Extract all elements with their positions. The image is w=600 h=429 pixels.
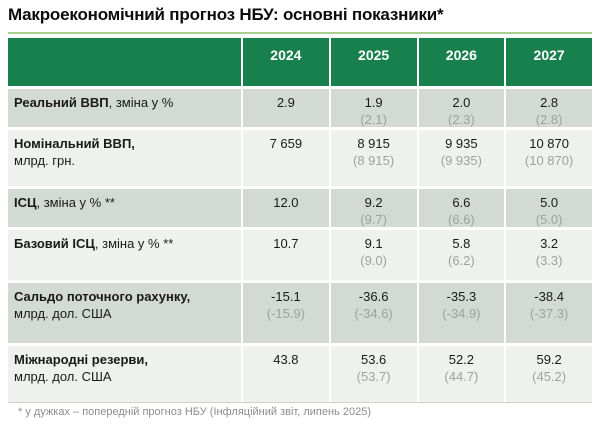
row-label-line2: млрд. грн.	[14, 153, 76, 168]
cell-value: 6.6	[452, 195, 471, 210]
cell-value: 1.9	[364, 95, 383, 110]
cell-value: -15.1	[271, 289, 301, 304]
row-label-tail: , зміна у %	[108, 95, 174, 110]
cell-value: -38.4	[534, 289, 564, 304]
table-cell-2027: -38.4 (-37.3)	[506, 283, 592, 343]
cell-previous-forecast: (5.0)	[535, 212, 563, 227]
cell-value: 3.2	[540, 236, 559, 251]
cell-previous-forecast: (6.6)	[448, 212, 475, 227]
cell-previous-forecast: (6.2)	[448, 253, 475, 268]
row-label-line2: млрд. дол. США	[14, 306, 112, 321]
cell-value: 2.8	[540, 95, 559, 110]
cell-value: 8 915	[357, 136, 390, 151]
table-cell-2024: 7 659	[243, 130, 329, 186]
column-header-2025: 2025	[330, 38, 417, 86]
cell-value: 5.0	[540, 195, 559, 210]
row-label-bold: Реальний ВВП	[14, 95, 109, 110]
row-label: Сальдо поточного рахунку, млрд. дол. США	[8, 283, 241, 343]
cell-previous-forecast: (2.8)	[535, 112, 563, 127]
cell-value: 5.8	[452, 236, 471, 251]
row-label: Базовий ІСЦ, зміна у % **	[8, 230, 241, 280]
cell-value: 2.9	[276, 95, 295, 110]
cell-previous-forecast: (53.7)	[356, 369, 391, 384]
cell-previous-forecast: (9 935)	[440, 153, 482, 168]
cell-value: 9.2	[364, 195, 383, 210]
row-label: Реальний ВВП, зміна у %	[8, 89, 241, 127]
cell-value: 2.0	[452, 95, 471, 110]
row-label-tail: , зміна у % **	[36, 195, 115, 210]
cell-value: 9 935	[445, 136, 478, 151]
cell-value: 7 659	[269, 136, 303, 151]
row-label: Номінальний ВВП, млрд. грн.	[8, 130, 241, 186]
table-cell-2024: 10.7	[243, 230, 329, 280]
row-label-line2: млрд. дол. США	[14, 369, 112, 384]
table-cell-2026: 9 935 (9 935)	[418, 130, 505, 186]
table-cell-2025: 1.9 (2.1)	[330, 89, 417, 127]
table-bottom-edge	[8, 402, 592, 403]
row-label-bold: Базовий ІСЦ	[14, 236, 95, 251]
table-cell-2025: 9.1 (9.0)	[330, 230, 417, 280]
cell-value: 12.0	[273, 195, 299, 210]
table-cell-2027: 10 870 (10 870)	[506, 130, 592, 186]
column-header-2024: 2024	[243, 38, 329, 86]
cell-previous-forecast: (8 915)	[353, 153, 395, 168]
cell-previous-forecast: (10 870)	[524, 153, 574, 168]
table-cell-2025: 8 915 (8 915)	[330, 130, 417, 186]
cell-value: 10 870	[529, 136, 569, 151]
forecast-table: 2024 2025 2026 2027 Реальний ВВП, зміна у % 2…	[8, 38, 592, 402]
cell-previous-forecast: (-34.9)	[442, 306, 481, 321]
row-label-bold: Міжнародні резерви,	[14, 352, 149, 367]
cell-previous-forecast: (9.7)	[360, 212, 387, 227]
table-cell-2027: 2.8 (2.8)	[506, 89, 592, 127]
table-cell-2026: 52.2 (44.7)	[418, 346, 505, 402]
cell-previous-forecast: (44.7)	[444, 369, 479, 384]
table-cell-2024: 43.8	[243, 346, 329, 402]
table-cell-2027: 59.2 (45.2)	[506, 346, 592, 402]
table-cell-2026: 6.6 (6.6)	[418, 189, 505, 227]
cell-value: 59.2	[536, 352, 562, 367]
cell-previous-forecast: (9.0)	[360, 253, 387, 268]
cell-value: -35.3	[446, 289, 477, 304]
title-underline	[8, 32, 592, 34]
table-cell-2024: 2.9	[243, 89, 329, 127]
row-label-bold: Сальдо поточного рахунку,	[14, 289, 191, 304]
table-cell-2024: -15.1 (-15.9)	[243, 283, 329, 343]
cell-previous-forecast: (-37.3)	[529, 306, 569, 321]
table-cell-2025: 9.2 (9.7)	[330, 189, 417, 227]
table-cell-2025: -36.6 (-34.6)	[330, 283, 417, 343]
row-label: Міжнародні резерви, млрд. дол. США	[8, 346, 241, 402]
table-cell-2026: -35.3 (-34.9)	[418, 283, 505, 343]
cell-previous-forecast: (2.3)	[448, 112, 475, 127]
footnote: * у дужках – попередній прогноз НБУ (Інф…	[18, 406, 371, 418]
table-cell-2027: 5.0 (5.0)	[506, 189, 592, 227]
row-label: ІСЦ, зміна у % **	[8, 189, 241, 227]
column-header-2026: 2026	[418, 38, 505, 86]
cell-value: 43.8	[273, 352, 299, 367]
table-cell-2025: 53.6 (53.7)	[330, 346, 417, 402]
table-cell-2026: 2.0 (2.3)	[418, 89, 505, 127]
row-label-tail: , зміна у % **	[94, 236, 174, 251]
table-header-corner	[8, 38, 241, 86]
cell-previous-forecast: (-15.9)	[266, 306, 306, 321]
cell-previous-forecast: (3.3)	[535, 253, 563, 268]
table-cell-2024: 12.0	[243, 189, 329, 227]
row-label-bold: ІСЦ	[14, 195, 37, 210]
cell-value: 10.7	[273, 236, 299, 251]
cell-value: 53.6	[360, 352, 387, 367]
cell-value: -36.6	[358, 289, 389, 304]
cell-value: 9.1	[364, 236, 383, 251]
table-cell-2026: 5.8 (6.2)	[418, 230, 505, 280]
page-title: Макроекономічний прогноз НБУ: основні по…	[8, 5, 444, 24]
cell-previous-forecast: (45.2)	[532, 369, 567, 384]
cell-previous-forecast: (-34.6)	[354, 306, 393, 321]
cell-previous-forecast: (2.1)	[360, 112, 387, 127]
table-cell-2027: 3.2 (3.3)	[506, 230, 592, 280]
cell-value: 52.2	[448, 352, 475, 367]
column-header-2027: 2027	[506, 38, 592, 86]
row-label-bold: Номінальний ВВП,	[14, 136, 135, 151]
